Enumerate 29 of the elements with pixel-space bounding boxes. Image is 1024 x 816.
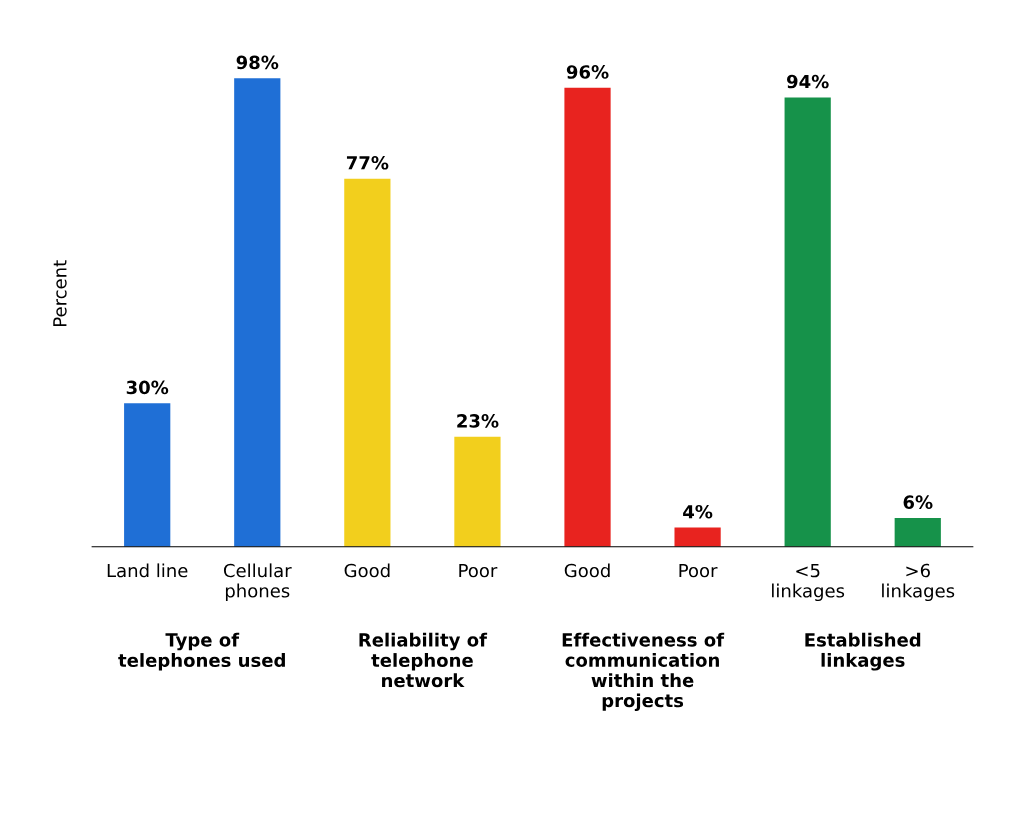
text: Established linkages	[805, 632, 921, 671]
bar	[564, 87, 611, 547]
data-label: 77%	[346, 155, 389, 170]
x-tick-label: <5 linkages	[772, 563, 845, 602]
data-label: 98%	[236, 55, 279, 70]
data-label: 96%	[566, 65, 609, 79]
data-label: 4%	[683, 504, 713, 519]
x-tick-label: Poor	[679, 563, 718, 578]
bar	[234, 78, 281, 547]
y-axis-title: Percent	[53, 260, 67, 326]
text: Effectiveness of communication within the projects	[562, 632, 725, 711]
x-tick-label: >6 linkages	[882, 563, 955, 602]
data-label: 6%	[903, 495, 933, 509]
data-label: 94%	[787, 74, 829, 89]
text: Reliability of telephone network	[359, 632, 488, 688]
bar	[124, 403, 171, 547]
text: Type of telephones used	[118, 632, 285, 671]
x-tick-label: Cellular phones	[223, 563, 292, 602]
bar	[894, 518, 941, 547]
data-label: 23%	[457, 414, 499, 428]
x-tick-label: Land line	[107, 563, 188, 578]
data-label: 30%	[126, 380, 169, 395]
x-tick-label: Poor	[459, 563, 498, 578]
x-tick-label: Good	[344, 563, 390, 578]
bar	[344, 178, 391, 547]
bar	[454, 436, 501, 547]
x-tick-label: Good	[564, 563, 610, 578]
bar	[784, 97, 831, 547]
bar	[674, 527, 721, 547]
